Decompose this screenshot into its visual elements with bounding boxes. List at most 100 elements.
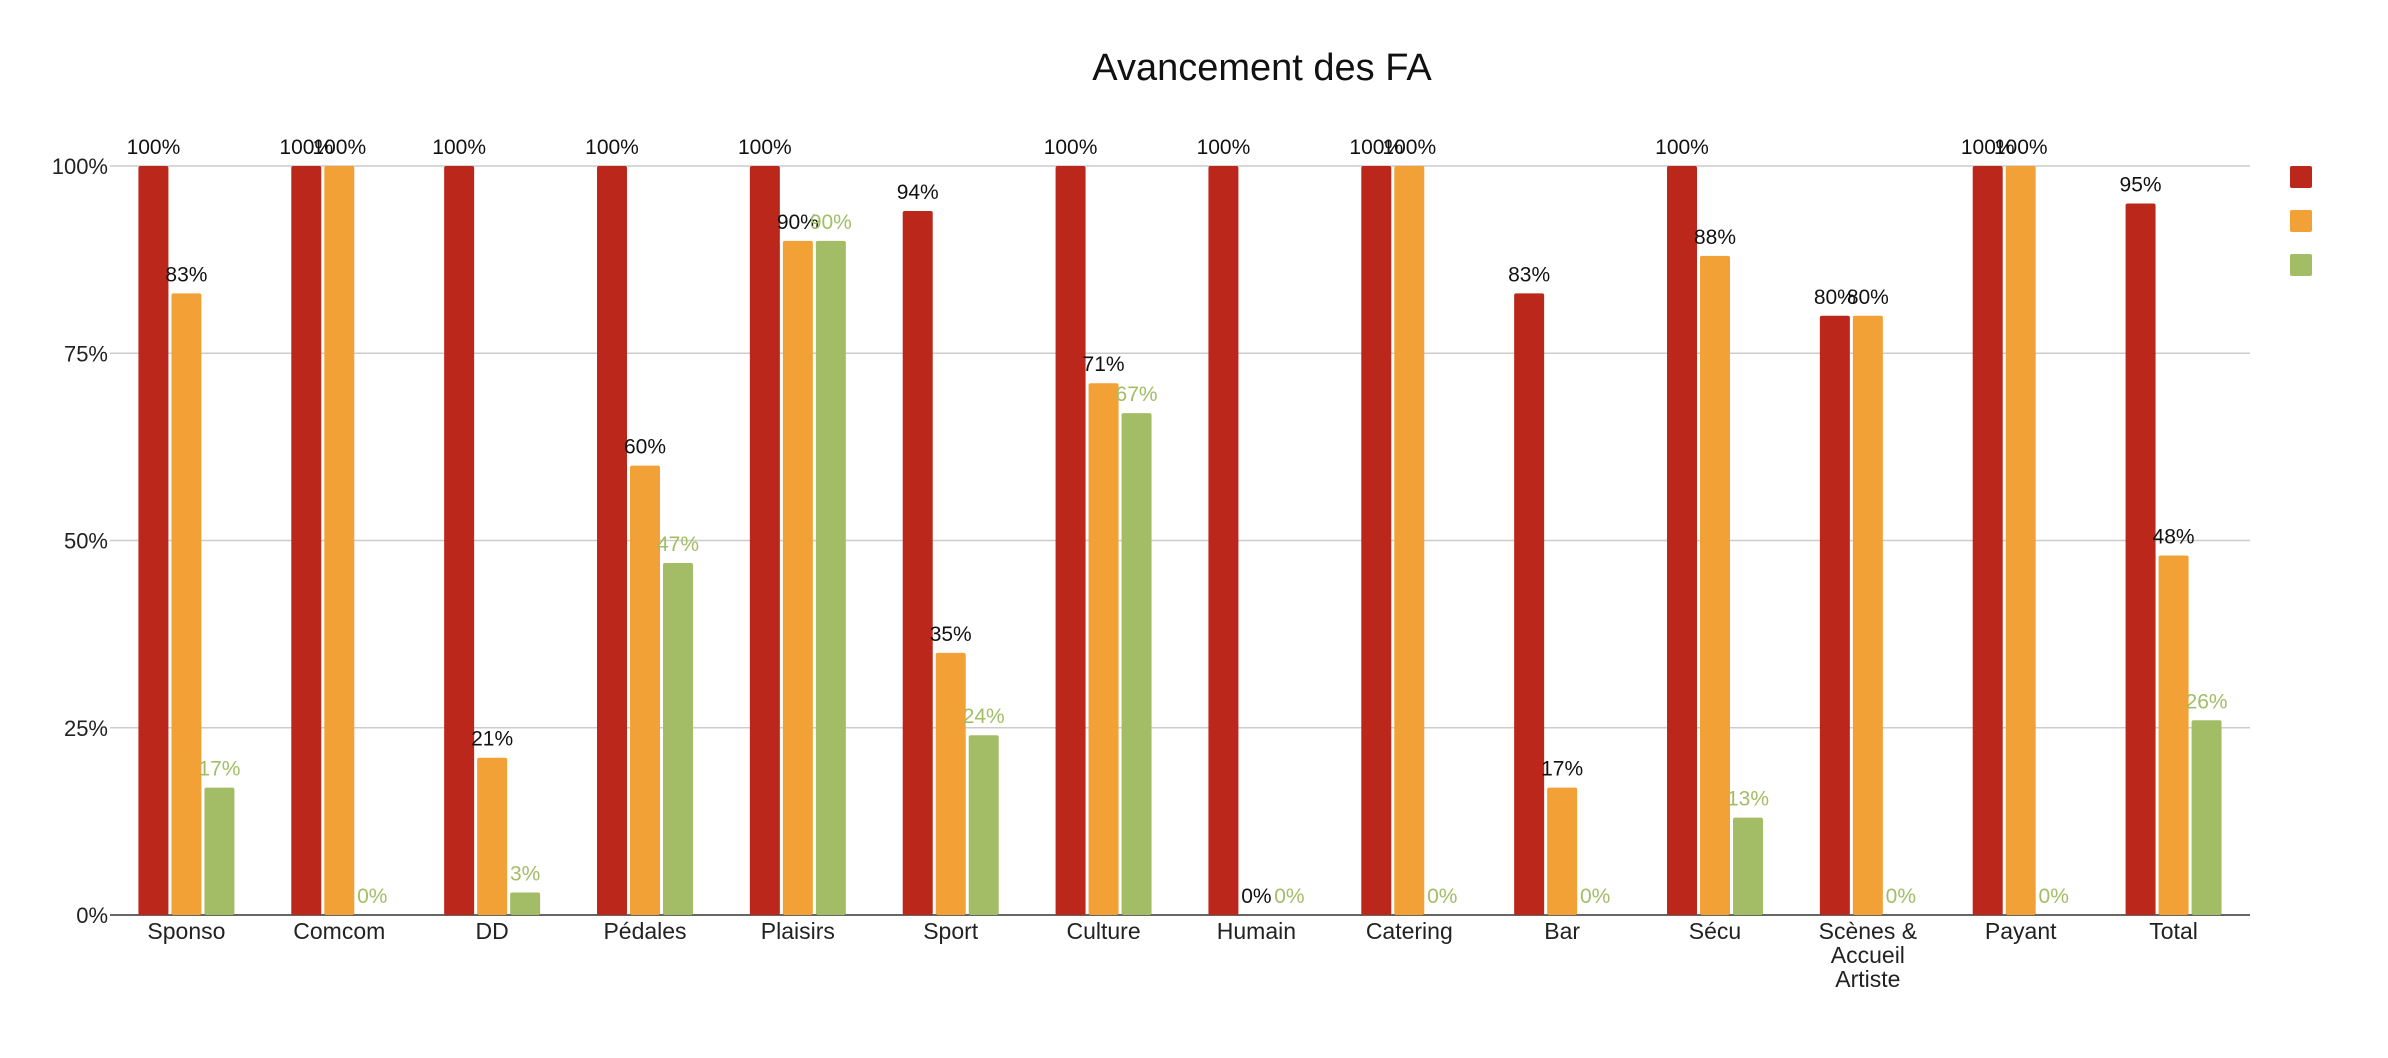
data-label: 80%	[1847, 286, 1889, 309]
data-label: 100%	[738, 136, 792, 159]
y-tick-label: 25%	[64, 716, 108, 741]
bar	[444, 166, 475, 915]
bar	[1700, 255, 1730, 915]
data-label: 100%	[1655, 136, 1709, 159]
bar	[2191, 720, 2222, 915]
bar	[968, 735, 999, 915]
y-tick-label: 75%	[64, 341, 108, 366]
data-label: 24%	[963, 705, 1005, 728]
bar	[1972, 166, 2003, 915]
bar	[2125, 203, 2156, 915]
data-label: 67%	[1116, 383, 1158, 406]
data-label: 100%	[1349, 136, 1403, 159]
data-label: 0%	[1886, 885, 1916, 908]
y-axis: 0% 25% 50% 75% 100%	[52, 154, 108, 928]
data-label: 60%	[624, 436, 666, 459]
data-label: 100%	[1994, 136, 2048, 159]
data-label: 0%	[2039, 885, 2069, 908]
bar	[1208, 166, 1239, 915]
x-tick-label: Bar	[1544, 918, 1580, 944]
bar	[477, 757, 508, 915]
y-tick-label: 100%	[52, 154, 108, 179]
bar	[1514, 293, 1545, 916]
data-label: 47%	[657, 533, 699, 556]
bar	[902, 210, 933, 915]
data-label: 0%	[1274, 885, 1304, 908]
x-tick-label: Sport	[923, 918, 979, 944]
bar	[1361, 166, 1392, 915]
bar	[2005, 166, 2036, 915]
bar	[1055, 166, 1086, 915]
x-tick-label: Catering	[1366, 918, 1453, 944]
bar	[510, 892, 541, 915]
data-label: 17%	[1541, 758, 1583, 781]
bar	[1394, 166, 1425, 915]
bar	[171, 293, 202, 916]
x-tick-label: Payant	[1985, 918, 2057, 944]
bar	[1121, 413, 1152, 915]
y-tick-label: 50%	[64, 529, 108, 554]
data-label: 100%	[1382, 136, 1436, 159]
data-label: 88%	[1694, 226, 1736, 249]
bar	[291, 166, 322, 915]
data-label: 21%	[471, 728, 513, 751]
data-label: 35%	[930, 623, 972, 646]
x-tick-label: Plaisirs	[761, 918, 835, 944]
gridlines	[110, 165, 2250, 916]
x-tick-label: Pédales	[603, 918, 686, 944]
bar	[782, 240, 813, 915]
data-label: 0%	[1580, 885, 1610, 908]
data-label: 83%	[165, 263, 207, 286]
bar	[1733, 817, 1763, 915]
data-label: 48%	[2153, 525, 2195, 548]
bar	[1819, 315, 1850, 915]
bar	[204, 787, 235, 915]
data-label: 90%	[810, 211, 852, 234]
bar	[815, 240, 846, 915]
data-label: 100%	[585, 136, 639, 159]
x-tick-label: Sponso	[147, 918, 225, 944]
bar	[597, 166, 627, 915]
bar	[630, 465, 660, 915]
bar	[138, 166, 169, 915]
x-tick-label: Total	[2149, 918, 2198, 944]
bar	[1088, 383, 1119, 916]
legend-swatch	[2290, 166, 2312, 188]
legend	[2290, 166, 2312, 276]
data-label: 0%	[1241, 885, 1271, 908]
bar	[1547, 787, 1578, 915]
data-label: 100%	[312, 136, 366, 159]
x-tick-label: Humain	[1217, 918, 1296, 944]
x-tick-label: Comcom	[293, 918, 385, 944]
data-label: 100%	[127, 136, 181, 159]
data-label: 100%	[1961, 136, 2015, 159]
bar	[1667, 166, 1697, 915]
data-label: 13%	[1727, 788, 1769, 811]
data-label: 26%	[2186, 690, 2228, 713]
bar	[2158, 555, 2189, 915]
data-label: 3%	[510, 863, 540, 886]
bar	[1852, 315, 1883, 915]
legend-swatch	[2290, 254, 2312, 276]
data-label: 80%	[1814, 286, 1856, 309]
data-labels: 100%83%17%100%100%0%100%21%3%100%60%47%1…	[127, 136, 2228, 908]
y-tick-label: 0%	[76, 903, 108, 928]
x-tick-label: DD	[476, 918, 509, 944]
x-axis: Sponso Comcom DD Pédales Plaisirs Sport Cultur…	[147, 918, 2197, 992]
bar	[663, 562, 693, 915]
x-tick-label: Scènes & Accueil Artiste	[1819, 918, 1917, 992]
x-tick-label: Culture	[1066, 918, 1140, 944]
data-label: 0%	[357, 885, 387, 908]
bar	[324, 166, 355, 915]
data-label: 100%	[432, 136, 486, 159]
data-label: 83%	[1508, 263, 1550, 286]
data-label: 100%	[1044, 136, 1098, 159]
chart-title: Avancement des FA	[1092, 47, 1432, 89]
data-label: 90%	[777, 211, 819, 234]
data-label: 100%	[279, 136, 333, 159]
data-label: 94%	[897, 181, 939, 204]
data-label: 100%	[1197, 136, 1251, 159]
bar	[935, 652, 966, 915]
legend-swatch	[2290, 210, 2312, 232]
